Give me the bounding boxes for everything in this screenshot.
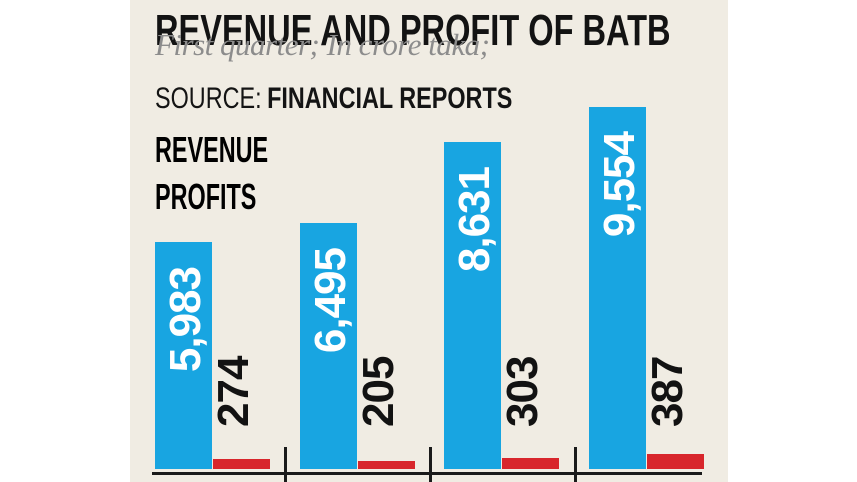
revenue-bar-label: 6,495 <box>305 247 355 353</box>
axis-tick <box>429 447 432 482</box>
profit-bar <box>358 461 415 469</box>
page-subtitle: First quarter; In crore taka; <box>155 27 490 62</box>
profit-bar-label: 205 <box>354 356 403 427</box>
revenue-bar-label: 8,631 <box>449 166 499 273</box>
profit-bar <box>213 458 270 469</box>
legend-profits-label: PROFITS <box>155 176 257 217</box>
axis-tick <box>284 447 287 482</box>
x-axis-line <box>152 472 702 475</box>
source-line: SOURCE: FINANCIAL REPORTS <box>155 84 613 114</box>
profit-bar <box>647 454 704 469</box>
source-line-text: SOURCE: FINANCIAL REPORTS <box>155 84 512 114</box>
profit-bar-label: 303 <box>498 356 547 427</box>
revenue-bar <box>444 141 501 469</box>
revenue-bar <box>300 222 357 469</box>
source-label: SOURCE: <box>155 82 262 115</box>
revenue-bar-label: 5,983 <box>160 267 210 373</box>
page-title-text: REVENUE AND PROFIT OF BATB <box>155 6 671 56</box>
profit-bar <box>502 457 559 469</box>
page-title: REVENUE AND PROFIT OF BATB <box>155 9 852 53</box>
revenue-bar <box>155 242 212 469</box>
axis-tick <box>574 447 577 482</box>
profit-bar-label: 274 <box>209 356 258 427</box>
revenue-bar <box>589 107 646 469</box>
source-value: FINANCIAL REPORTS <box>267 82 513 115</box>
legend-revenue-label: REVENUE <box>155 129 269 170</box>
profit-bar-label: 387 <box>643 356 692 427</box>
revenue-bar-label: 9,554 <box>594 132 644 238</box>
